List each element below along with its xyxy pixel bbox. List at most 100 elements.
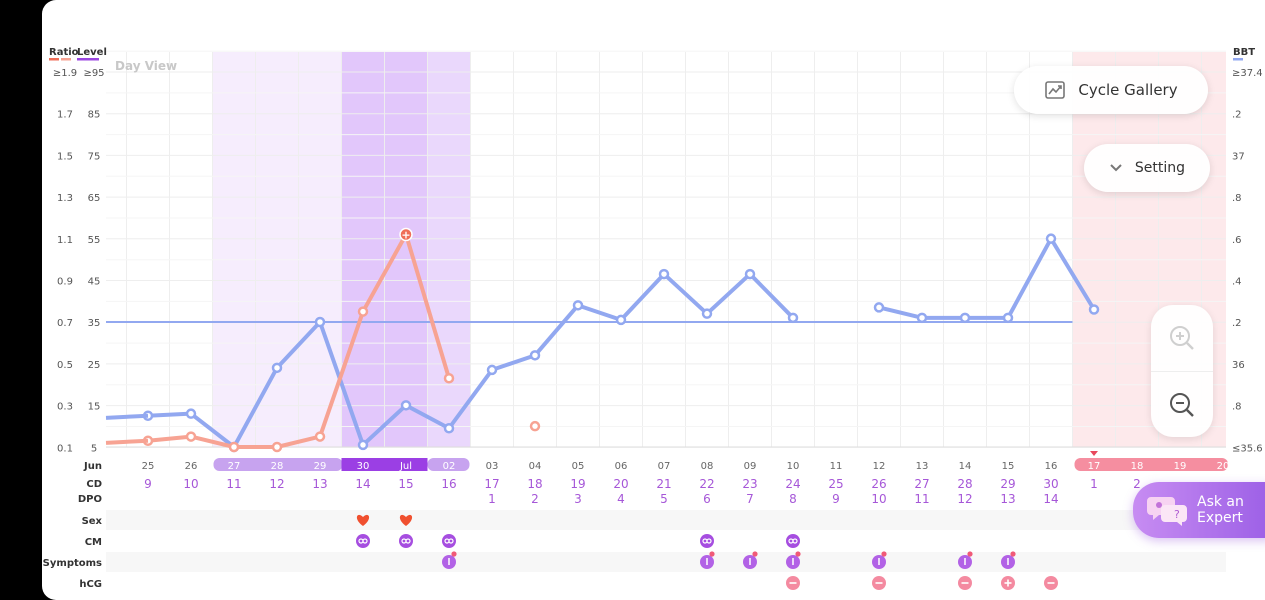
bbt-point bbox=[529, 350, 541, 361]
bbt-point bbox=[787, 312, 799, 324]
bbt-point bbox=[185, 408, 197, 419]
symptom-dot-icon bbox=[709, 551, 715, 557]
dpo-value: 11 bbox=[914, 492, 929, 506]
date-label: 25 bbox=[142, 461, 155, 472]
bbt-legend-swatch bbox=[1233, 58, 1243, 61]
ratio-tick-label: 1.5 bbox=[57, 151, 73, 162]
bbt-point bbox=[701, 308, 713, 319]
bbt-point bbox=[400, 400, 412, 411]
heart-icon bbox=[356, 514, 370, 526]
cervical-mucus-icon-detail bbox=[362, 538, 368, 544]
ratio-line-lead bbox=[105, 438, 149, 445]
cd-value: 24 bbox=[785, 477, 800, 491]
ratio-tick-label: ≥1.9 bbox=[53, 68, 77, 79]
symptom-dot-icon bbox=[1010, 551, 1016, 557]
fertile-date-pill bbox=[427, 458, 470, 471]
ratio-legend-swatch bbox=[49, 58, 59, 61]
fertile-day-band bbox=[298, 52, 342, 447]
dpo-value: 7 bbox=[746, 492, 754, 506]
ratio-tick-label: 0.9 bbox=[57, 277, 73, 288]
ratio-point bbox=[529, 420, 541, 432]
bbt-tick-label: .8 bbox=[1232, 402, 1242, 413]
dpo-value: 5 bbox=[660, 492, 668, 506]
date-label: 15 bbox=[1002, 461, 1015, 472]
date-label: 03 bbox=[486, 461, 499, 472]
level-axis-title: Level bbox=[77, 47, 107, 58]
zoom-out-button[interactable] bbox=[1151, 371, 1213, 438]
zoom-in-button[interactable] bbox=[1151, 305, 1213, 371]
date-label: 14 bbox=[959, 461, 972, 472]
ratio-point bbox=[357, 306, 369, 317]
lh-peak-plus: + bbox=[401, 229, 410, 242]
heart-icon bbox=[399, 514, 413, 526]
bbt-point bbox=[873, 302, 885, 313]
ratio-tick-label: 1.1 bbox=[57, 235, 73, 246]
dpo-value: 1 bbox=[488, 492, 496, 506]
cd-value: 14 bbox=[355, 477, 370, 491]
symptom-dot-icon bbox=[881, 551, 887, 557]
month-row-label: Jun bbox=[83, 461, 102, 472]
date-label: 07 bbox=[658, 461, 671, 472]
setting-label: Setting bbox=[1134, 160, 1186, 176]
ratio-point bbox=[443, 373, 455, 384]
ratio-line bbox=[146, 232, 451, 449]
ovulation-day-band bbox=[341, 52, 385, 447]
ratio-tick-label: 1.3 bbox=[57, 193, 73, 204]
level-tick-label: 45 bbox=[88, 277, 101, 288]
date-label: 08 bbox=[701, 461, 714, 472]
cervical-mucus-icon-detail bbox=[448, 538, 454, 544]
zoom-in-icon bbox=[1170, 326, 1194, 350]
dpo-value: 14 bbox=[1043, 492, 1058, 506]
fertile-day-band bbox=[427, 52, 471, 447]
cervical-mucus-icon-detail bbox=[405, 538, 411, 544]
date-label: 11 bbox=[830, 461, 843, 472]
date-label: Jul bbox=[399, 461, 412, 472]
cd-value: 1 bbox=[1090, 477, 1098, 491]
cd-value: 20 bbox=[613, 477, 628, 491]
bbt-tick-label: 36 bbox=[1232, 360, 1245, 371]
ratio-point bbox=[271, 441, 283, 453]
dpo-value: 4 bbox=[617, 492, 625, 506]
cd-value: 22 bbox=[699, 477, 714, 491]
date-label: 02 bbox=[443, 461, 456, 472]
setting-button[interactable]: Setting bbox=[1084, 144, 1210, 192]
level-tick-label: 75 bbox=[88, 151, 101, 162]
ratio-point bbox=[228, 441, 240, 453]
bbt-tick-label: .2 bbox=[1232, 318, 1242, 329]
chevron-down-icon bbox=[1110, 164, 1122, 172]
ask-expert-button[interactable]: ? Ask an Expert bbox=[1133, 482, 1265, 538]
ratio-tick-label: 0.7 bbox=[57, 318, 73, 329]
today-marker bbox=[1090, 451, 1098, 456]
bbt-point bbox=[1045, 233, 1057, 244]
log-row-band bbox=[106, 510, 1226, 530]
cycle-gallery-label: Cycle Gallery bbox=[1078, 81, 1178, 99]
symptom-dot-icon bbox=[967, 551, 973, 557]
cd-value: 10 bbox=[183, 477, 198, 491]
dpo-value: 9 bbox=[832, 492, 840, 506]
cd-value: 12 bbox=[269, 477, 284, 491]
bbt-tick-label: .8 bbox=[1232, 193, 1242, 204]
date-label: 20 bbox=[1217, 461, 1230, 472]
date-label: 04 bbox=[529, 461, 542, 472]
ratio-point bbox=[314, 431, 326, 442]
dpo-value: 6 bbox=[703, 492, 711, 506]
level-tick-label: 35 bbox=[88, 318, 101, 329]
dpo-value: 10 bbox=[871, 492, 886, 506]
svg-text:?: ? bbox=[1174, 508, 1180, 521]
cd-value: 21 bbox=[656, 477, 671, 491]
bbt-tick-label: ≤35.6 bbox=[1232, 443, 1263, 454]
dpo-value: 12 bbox=[957, 492, 972, 506]
cd-value: 18 bbox=[527, 477, 542, 491]
cervical-mucus-icon-detail bbox=[706, 538, 712, 544]
date-label: 10 bbox=[787, 461, 800, 472]
zoom-out-icon bbox=[1170, 393, 1194, 417]
cycle-gallery-button[interactable]: Cycle Gallery bbox=[1014, 66, 1208, 114]
ratio-tick-label: 0.1 bbox=[57, 443, 73, 454]
cd-value: 13 bbox=[312, 477, 327, 491]
level-tick-label: 65 bbox=[88, 193, 101, 204]
level-tick-label: ≥95 bbox=[83, 68, 104, 79]
symptom-dot-icon bbox=[752, 551, 758, 557]
bbt-axis-title: BBT bbox=[1233, 47, 1255, 58]
ratio-legend-swatch bbox=[61, 58, 71, 61]
